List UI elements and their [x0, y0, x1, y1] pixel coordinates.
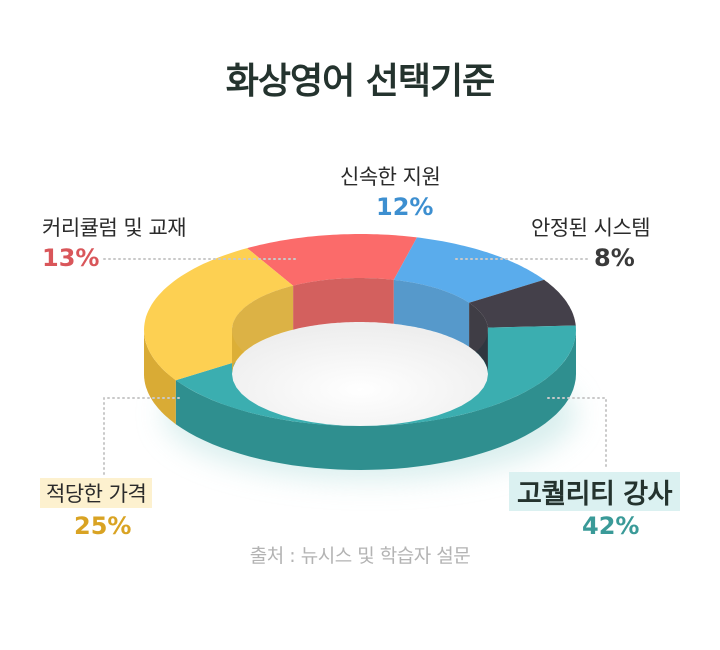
slice-label-support: 신속한 지원: [340, 165, 441, 189]
slice-top-4: [469, 279, 576, 328]
source-note: 출처 : 뉴시스 및 학습자 설문: [249, 545, 471, 567]
slice-inner-wall-3: [393, 279, 470, 347]
slice-inner-wall-4: [469, 302, 488, 372]
chart-title: 화상영어 선택기준: [225, 61, 496, 102]
slice-top-2: [247, 234, 417, 286]
slice-value-curriculum: 13%: [42, 244, 100, 272]
slice-inner-wall-2: [293, 278, 394, 330]
leader-price: [103, 397, 181, 475]
donut-hole: [232, 322, 488, 426]
slice-label-curriculum: 커리큘럼 및 교재: [42, 216, 187, 240]
slice-value-price: 25%: [74, 512, 132, 540]
slice-label-system: 안정된 시스템: [531, 216, 651, 240]
slice-value-quality: 42%: [582, 512, 640, 540]
slice-top-1: [144, 248, 294, 381]
slice-side-0: [175, 330, 577, 470]
slice-inner-wall-1: [232, 285, 294, 374]
slice-label-price: 적당한 가격: [40, 478, 153, 508]
slice-value-system: 8%: [594, 244, 635, 272]
leader-quality: [547, 397, 607, 467]
slice-label-quality: 고퀄리티 강사: [509, 472, 680, 511]
slice-side-1: [144, 330, 176, 425]
slice-top-3: [393, 237, 545, 303]
slice-value-support: 12%: [376, 193, 434, 221]
